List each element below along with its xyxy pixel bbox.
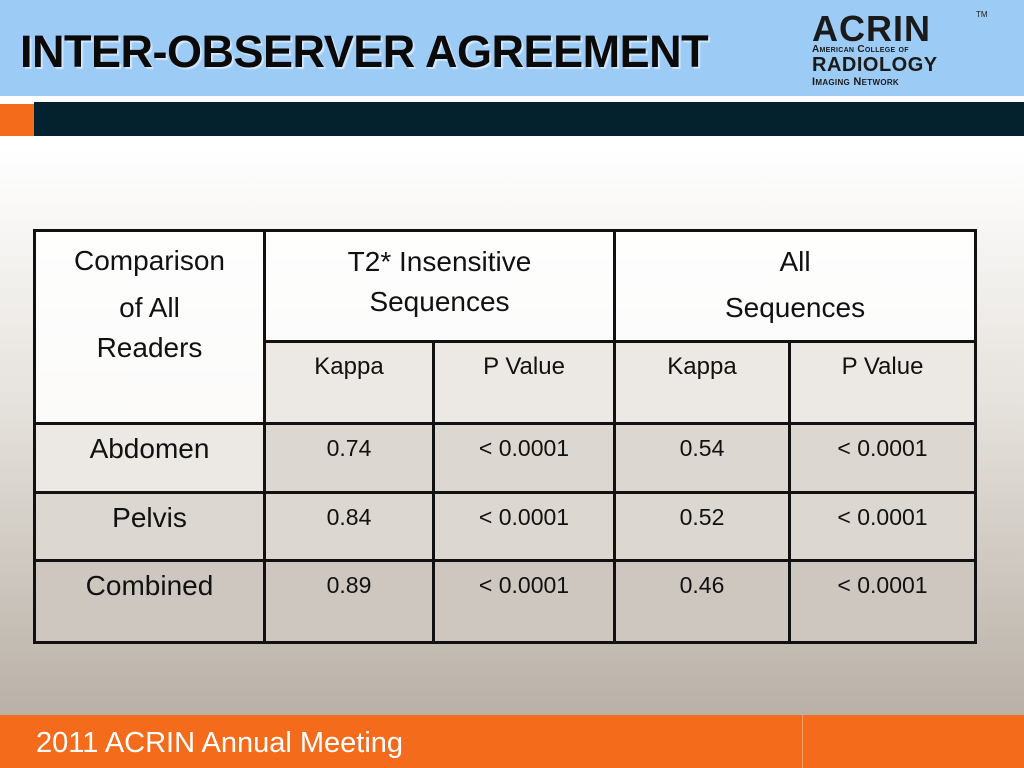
table-row: Combined 0.89 < 0.0001 0.46 < 0.0001	[33, 559, 978, 644]
logo-line-3: Imaging Network	[812, 76, 899, 88]
cell-value: 0.89	[263, 559, 435, 644]
cell-value: < 0.0001	[787, 422, 978, 494]
cell-value: 0.46	[613, 559, 791, 644]
accent-dark-bar	[34, 102, 1024, 136]
group-all-line-1: All	[779, 246, 811, 277]
cell-value: 0.54	[613, 422, 791, 494]
row-label: Pelvis	[33, 491, 266, 562]
footer-text: 2011 ACRIN Annual Meeting	[36, 727, 404, 759]
cell-value: 0.84	[263, 491, 435, 562]
subheader-kappa-1: Kappa	[263, 340, 435, 425]
table-row: Abdomen 0.74 < 0.0001 0.54 < 0.0001	[33, 422, 978, 494]
header-banner: INTER-OBSERVER AGREEMENT ACRIN TM Americ…	[0, 0, 1024, 96]
row-label: Combined	[33, 559, 266, 644]
acrin-logo: ACRIN TM American College of RADIOLOGY I…	[808, 8, 988, 92]
logo-line-2: RADIOLOGY	[812, 54, 938, 76]
footer-divider	[802, 715, 803, 768]
cell-value: 0.52	[613, 491, 791, 562]
corner-header: Comparison of All Readers	[33, 229, 266, 425]
group-header-all: All Sequences	[612, 229, 978, 343]
cell-value: < 0.0001	[432, 559, 616, 644]
cell-value: < 0.0001	[432, 491, 616, 562]
group-header-t2: T2* Insensitive Sequences	[263, 229, 616, 343]
footer-bar: 2011 ACRIN Annual Meeting	[0, 715, 1024, 768]
logo-trademark: TM	[976, 10, 988, 19]
accent-orange-block	[0, 104, 34, 136]
subheader-pvalue-1: P Value	[432, 340, 616, 425]
cell-value: < 0.0001	[787, 491, 978, 562]
cell-value: 0.74	[263, 422, 435, 494]
corner-line-2: of All	[119, 292, 180, 323]
group-all-line-2: Sequences	[724, 292, 866, 323]
agreement-table: Comparison of All Readers T2* Insensitiv…	[33, 229, 978, 644]
cell-value: < 0.0001	[432, 422, 616, 494]
corner-line-1: Comparison	[74, 245, 225, 276]
row-label: Abdomen	[33, 422, 266, 494]
corner-line-3: Readers	[96, 332, 203, 363]
subheader-pvalue-2: P Value	[787, 340, 978, 425]
logo-wordmark: ACRIN	[812, 8, 931, 49]
cell-value: < 0.0001	[787, 559, 978, 644]
page-title: INTER-OBSERVER AGREEMENT	[20, 26, 709, 77]
logo-line-1: American College of	[812, 44, 909, 55]
table-row: Pelvis 0.84 < 0.0001 0.52 < 0.0001	[33, 491, 978, 562]
subheader-kappa-2: Kappa	[613, 340, 791, 425]
